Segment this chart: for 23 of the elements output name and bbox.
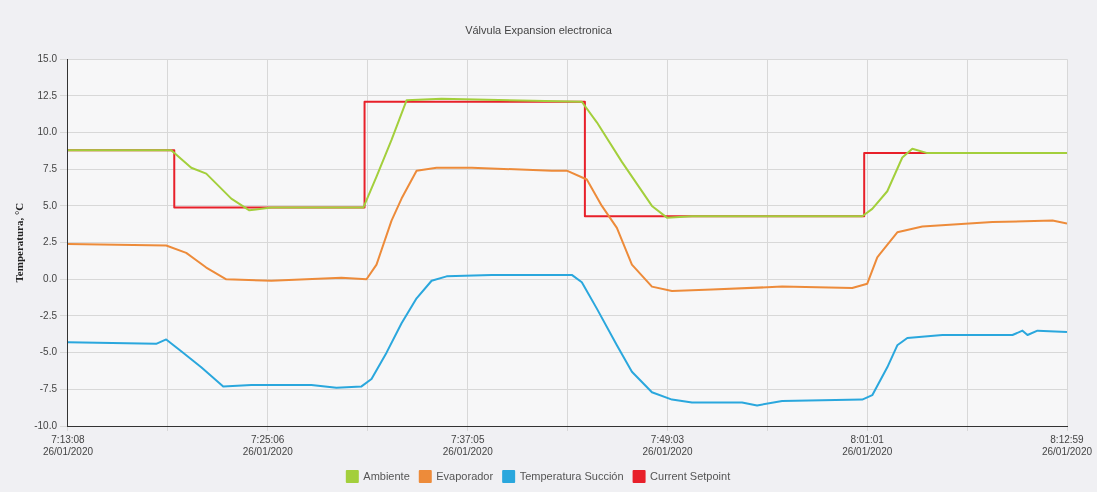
- x-tick-label: 8:12:59 26/01/2020: [1041, 433, 1093, 457]
- y-tick-label: 2.5: [43, 236, 58, 248]
- legend-label: Ambiente: [363, 469, 410, 482]
- y-tick-label: 10.0: [37, 126, 58, 138]
- x-tick-label: 8:01:01 26/01/2020: [842, 433, 893, 457]
- y-tick-label: 7.5: [43, 162, 58, 174]
- legend-label: Temperatura Succión: [519, 469, 624, 482]
- x-tick-label: 7:25:06 26/01/2020: [242, 433, 294, 457]
- x-tick-label: 7:13:08 26/01/2020: [42, 433, 94, 457]
- x-tick-label: 7:37:05 26/01/2020: [442, 433, 494, 457]
- y-tick-label: 0.0: [43, 273, 58, 285]
- legend-label: Current Setpoint: [650, 469, 731, 482]
- y-tick-label: -2.5: [39, 309, 58, 321]
- y-tick-label: -10.0: [34, 419, 58, 431]
- y-axis-title: Temperatura, °C: [13, 202, 26, 283]
- y-tick-label: -5.0: [39, 346, 58, 358]
- legend-label: Evaporador: [436, 469, 494, 482]
- y-tick-label: 12.5: [37, 89, 58, 101]
- chart-title: Válvula Expansion electronica: [465, 23, 613, 36]
- x-tick-label: 7:49:03 26/01/2020: [642, 433, 693, 457]
- y-tick-label: -7.5: [39, 383, 58, 395]
- y-tick-label: 5.0: [43, 199, 58, 211]
- y-tick-label: 15.0: [37, 52, 58, 64]
